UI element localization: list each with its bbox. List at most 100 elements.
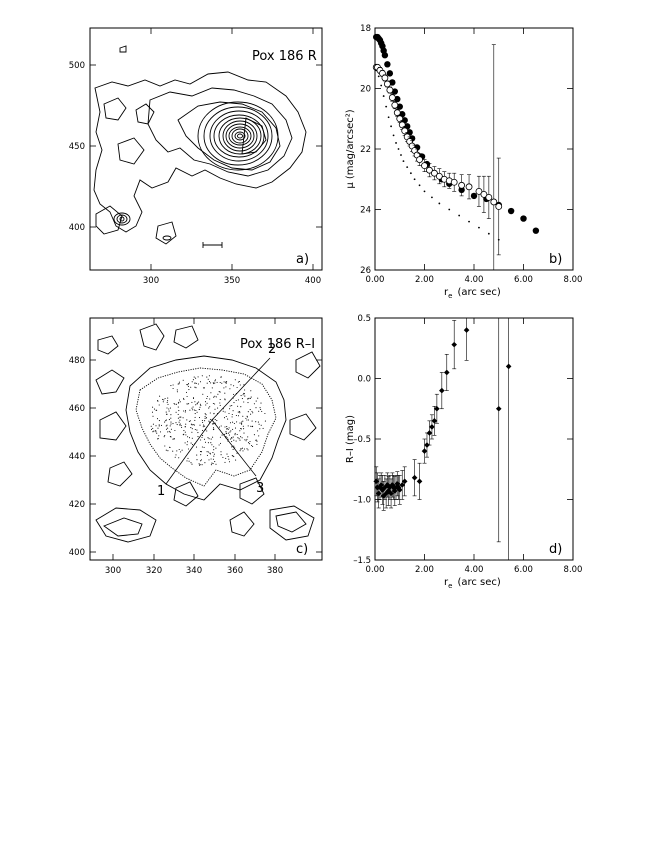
stipple-dot [231,454,233,457]
data-point-dot [458,214,461,217]
stipple-dot [172,384,174,386]
stipple-dot [186,403,188,405]
stipple-dot [187,436,189,438]
panel-c-ytick: 460 [69,404,85,414]
stipple-dot [204,420,206,422]
stipple-dot [207,378,209,380]
stipple-dot [187,457,189,459]
stipple-dot [247,436,249,438]
stipple-dot [255,439,257,441]
stipple-dot [194,419,196,421]
stipple-dot [174,429,176,432]
stipple-dot [218,444,220,446]
stipple-dot [221,382,223,384]
stipple-dot [178,399,181,401]
stipple-dot [209,418,211,420]
stipple-dot [236,421,238,423]
stipple-dot [215,463,217,465]
stipple-dot [219,404,221,406]
stipple-dot [189,409,191,411]
stipple-dot [223,387,225,389]
stipple-dot [163,399,165,401]
stipple-dot [178,457,180,459]
stipple-dot [225,386,227,388]
stipple-dot [195,404,197,406]
stipple-dot [153,430,155,432]
stipple-dot [208,381,211,383]
stipple-dot [200,454,202,456]
stipple-dot [186,444,188,446]
stipple-dot [213,449,215,451]
stipple-dot [190,423,192,425]
data-point-dot [400,154,402,156]
stipple-dot [212,402,214,405]
x-tick-label: 6.00 [514,565,533,575]
stipple-dot [152,415,154,417]
panel-a-ytick: 500 [69,61,85,71]
y-tick-label: 24 [360,206,371,216]
panel-b-frame [374,27,574,271]
panel-c-xtick: 360 [227,566,243,576]
stipple-dot [204,416,206,418]
stipple-dot [177,417,179,419]
stipple-dot [198,417,201,419]
stipple-dot [152,427,154,429]
stipple-dot [164,445,166,447]
stipple-dot [172,423,174,425]
stipple-dot [176,389,178,391]
data-point-diamond [382,484,388,491]
data-point-diamond [434,405,440,412]
stipple-dot [243,392,245,394]
stipple-dot [231,446,233,448]
stipple-dot [208,375,210,377]
data-point-diamond [385,488,392,494]
panel-c-ytick: 480 [69,356,85,366]
stipple-dot [235,414,237,417]
data-point-dot [382,95,385,97]
stipple-dot [234,427,237,429]
stipple-dot [222,410,224,412]
stipple-dot [243,401,245,403]
x-tick-label: 4.00 [465,275,484,285]
stipple-dot [224,399,226,401]
stipple-dot [190,427,192,429]
y-axis-label: R–I (mag) [345,415,356,463]
stipple-dot [176,424,178,426]
stipple-dot [201,436,203,439]
stipple-dot [241,422,243,424]
stipple-dot [226,453,228,455]
stipple-dot [198,408,200,411]
stipple-dot [199,406,201,408]
stipple-dot [219,381,221,384]
stipple-dot [242,394,244,396]
stipple-dot [228,461,231,463]
stipple-dot [185,391,188,393]
stipple-dot [180,451,182,453]
stipple-dot [214,403,216,405]
stipple-dot [204,401,207,403]
stipple-dot [247,402,249,404]
stipple-dot [159,431,162,433]
data-point-filled [386,70,394,77]
panel-d-marks [373,317,512,561]
stipple-dot [231,440,233,443]
stipple-dot [158,424,160,426]
stipple-dot [242,450,244,452]
stipple-dot [191,401,193,403]
data-point-open [388,94,396,101]
stipple-dot [168,410,170,412]
stipple-dot [213,453,215,455]
stipple-dot [237,411,239,413]
stipple-dot [160,424,163,426]
stipple-dot [184,426,186,428]
stipple-dot [239,411,241,413]
panel-a-xtick: 400 [305,276,321,286]
data-point-filled [381,52,389,59]
panel-letter: d) [549,542,562,557]
stipple-dot [212,463,214,465]
stipple-dot [229,408,231,410]
stipple-dot [250,425,252,427]
panel-c-xtick: 300 [105,566,121,576]
stipple-dot [182,379,184,381]
stipple-dot [246,419,248,421]
